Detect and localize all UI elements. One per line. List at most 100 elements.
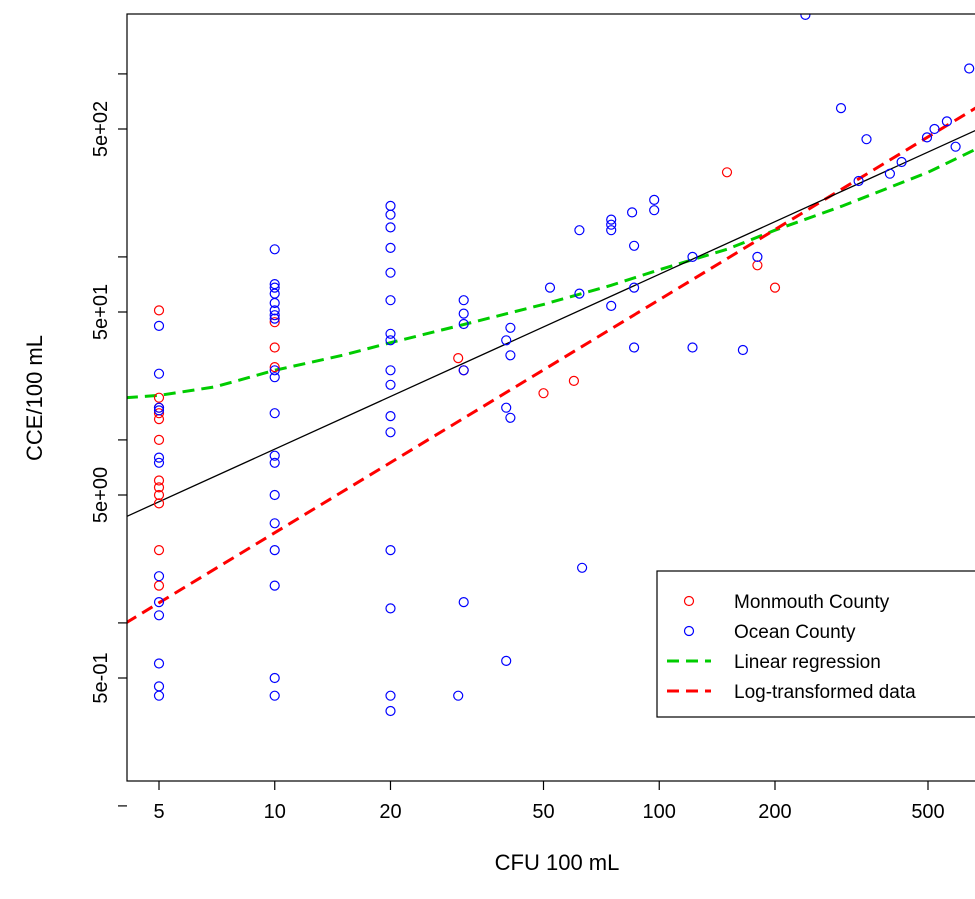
data-point: [769, 282, 781, 293]
data-point: [752, 260, 763, 271]
data-point: [153, 434, 165, 445]
data-point: [853, 175, 864, 187]
data-point: [153, 408, 165, 419]
data-point: [153, 457, 165, 468]
data-point: [737, 344, 749, 356]
legend-box: [656, 570, 975, 718]
data-point: [269, 297, 280, 309]
data-point: [458, 596, 469, 608]
data-point: [153, 580, 165, 591]
data-point: [950, 141, 961, 152]
data-point: [687, 342, 698, 353]
data-point: [501, 655, 512, 667]
data-point: [628, 342, 640, 353]
series-line: [127, 130, 975, 518]
data-point: [153, 571, 165, 582]
x-tick-label: 10: [264, 801, 286, 823]
data-point: [385, 427, 396, 438]
data-point: [385, 267, 396, 278]
data-point: [538, 388, 549, 399]
x-tick-label: 50: [532, 801, 554, 823]
x-tick-label: 100: [643, 801, 676, 823]
data-point: [649, 194, 660, 205]
data-point: [269, 288, 280, 299]
y-tick-label: 5e+02: [90, 101, 112, 157]
x-tick-label: 200: [758, 801, 791, 823]
data-point: [606, 214, 617, 225]
legend-label: Ocean County: [734, 622, 856, 643]
data-point: [861, 134, 872, 145]
legend-marker: [683, 625, 695, 637]
data-point: [921, 132, 933, 143]
data-point: [568, 375, 580, 386]
data-point: [385, 242, 396, 253]
data-point: [269, 408, 280, 419]
x-axis-title: CFU 100 mL: [495, 850, 620, 875]
data-point: [628, 240, 640, 251]
data-point: [941, 116, 953, 127]
data-point: [153, 475, 165, 486]
data-point: [544, 282, 556, 293]
data-point: [501, 335, 512, 346]
data-point: [269, 365, 280, 376]
data-point: [269, 489, 280, 501]
data-point: [800, 14, 811, 20]
data-point: [576, 562, 588, 573]
x-tick-label: 500: [911, 801, 944, 823]
data-point: [269, 580, 280, 591]
data-point: [153, 544, 165, 556]
data-point: [606, 300, 617, 311]
data-point: [269, 518, 280, 529]
legend-label: Monmouth County: [734, 592, 890, 613]
data-point: [269, 690, 280, 701]
data-point: [269, 672, 280, 684]
data-point: [505, 350, 516, 361]
x-tick-label: 20: [379, 801, 401, 823]
data-point: [269, 282, 280, 293]
data-point: [929, 123, 940, 135]
data-point: [385, 603, 396, 614]
data-point: [153, 658, 165, 669]
data-point: [385, 365, 396, 376]
y-tick-label: 5e-01: [90, 652, 112, 703]
data-point: [269, 317, 280, 328]
data-point: [835, 102, 847, 114]
data-point: [153, 305, 165, 316]
data-point: [269, 362, 280, 373]
regression-lines: [127, 106, 975, 624]
legend-marker: [683, 595, 695, 607]
data-point: [458, 295, 469, 306]
data-point: [153, 681, 165, 692]
data-point: [505, 322, 516, 333]
data-point: [153, 596, 165, 608]
data-point: [687, 251, 698, 262]
data-point: [385, 379, 396, 390]
data-point: [153, 482, 165, 493]
data-point: [458, 318, 469, 330]
data-point: [153, 405, 165, 416]
data-point: [574, 288, 585, 299]
data-point: [574, 225, 585, 236]
series-line: [127, 106, 975, 624]
data-point: [269, 310, 280, 321]
data-point: [269, 457, 280, 468]
data-point: [269, 450, 280, 461]
data-point: [269, 313, 280, 324]
data-point: [964, 63, 975, 74]
y-tick-label: 5e+00: [90, 467, 112, 523]
data-point: [453, 690, 464, 701]
data-point: [153, 610, 165, 621]
data-point: [153, 368, 165, 379]
data-point: [153, 402, 165, 413]
data-point: [153, 498, 165, 509]
data-point: [458, 365, 469, 376]
data-point: [752, 251, 763, 262]
data-point: [269, 372, 280, 383]
x-tick-label: 5: [153, 801, 164, 823]
data-point: [721, 167, 733, 178]
data-point: [269, 305, 280, 316]
data-point: [153, 414, 165, 425]
data-point: [153, 452, 165, 463]
data-point: [385, 209, 396, 220]
